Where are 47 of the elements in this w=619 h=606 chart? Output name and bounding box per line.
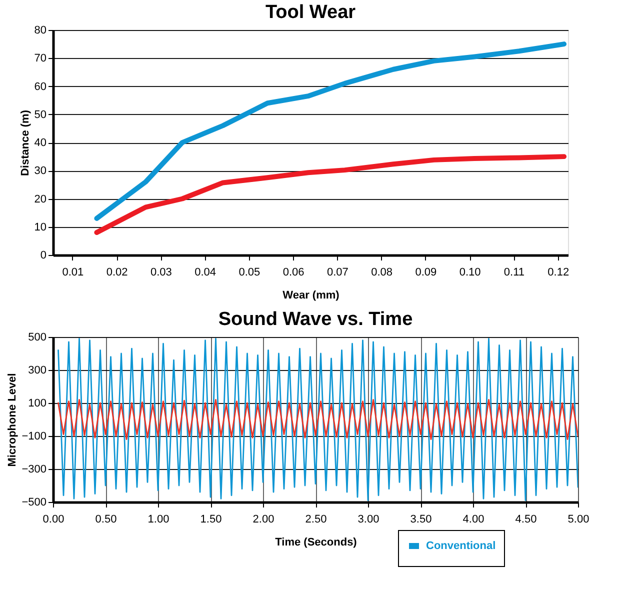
chart-title: Tool Wear xyxy=(265,2,356,23)
x-tick-label: 0.04 xyxy=(194,266,216,278)
x-tick-label: 2.00 xyxy=(252,514,274,526)
x-tick-label: 0.05 xyxy=(238,266,260,278)
x-tick-label: 0.01 xyxy=(62,266,84,278)
x-tick-label: 0.10 xyxy=(459,266,481,278)
chart-title: Sound Wave vs. Time xyxy=(218,309,413,330)
y-tick-label: 100 xyxy=(28,398,46,410)
y-tick-label: 500 xyxy=(28,332,46,344)
y-tick-label: −300 xyxy=(22,464,46,476)
x-tick-label: 0.06 xyxy=(282,266,304,278)
x-tick-label: 0.12 xyxy=(548,266,570,278)
x-tick-label: 5.00 xyxy=(568,514,590,526)
x-axis-title: Wear (mm) xyxy=(282,290,340,302)
legend-label: Conventional xyxy=(426,540,496,552)
line-series xyxy=(58,338,578,502)
x-tick-label: 4.50 xyxy=(515,514,537,526)
y-tick-label: 80 xyxy=(34,24,46,36)
x-tick-label: 0.11 xyxy=(504,266,525,278)
y-axis-title: Microphone Level xyxy=(6,373,19,467)
x-tick-label: 0.02 xyxy=(106,266,128,278)
x-tick-label: 0.03 xyxy=(150,266,172,278)
y-tick-label: 0 xyxy=(40,250,46,262)
y-axis-title: Distance (m) xyxy=(19,110,32,176)
x-tick-label: 3.00 xyxy=(358,514,380,526)
x-tick-label: 1.00 xyxy=(148,514,170,526)
x-tick-label: 0.08 xyxy=(371,266,393,278)
y-tick-label: −500 xyxy=(22,496,46,508)
x-tick-label: 4.00 xyxy=(462,514,484,526)
x-tick-label: 1.50 xyxy=(200,514,222,526)
x-tick-label: 0.09 xyxy=(415,266,437,278)
y-tick-label: 20 xyxy=(34,193,46,206)
y-tick-label: 30 xyxy=(34,165,46,178)
y-tick-label: −100 xyxy=(22,430,46,442)
x-tick-label: 0.50 xyxy=(95,514,117,526)
x-tick-label: 0.07 xyxy=(326,266,348,278)
y-tick-label: 40 xyxy=(34,137,46,149)
x-tick-label: 3.50 xyxy=(410,514,432,526)
x-tick-label: 2.50 xyxy=(305,514,327,526)
x-tick-label: 0.00 xyxy=(42,514,64,526)
y-tick-label: 50 xyxy=(34,108,46,121)
y-tick-label: 10 xyxy=(34,221,46,234)
y-tick-label: 70 xyxy=(34,52,46,65)
x-axis-title: Time (Seconds) xyxy=(275,536,358,548)
line-series xyxy=(58,399,578,440)
y-tick-label: 300 xyxy=(28,364,46,376)
y-tick-label: 60 xyxy=(34,80,46,93)
